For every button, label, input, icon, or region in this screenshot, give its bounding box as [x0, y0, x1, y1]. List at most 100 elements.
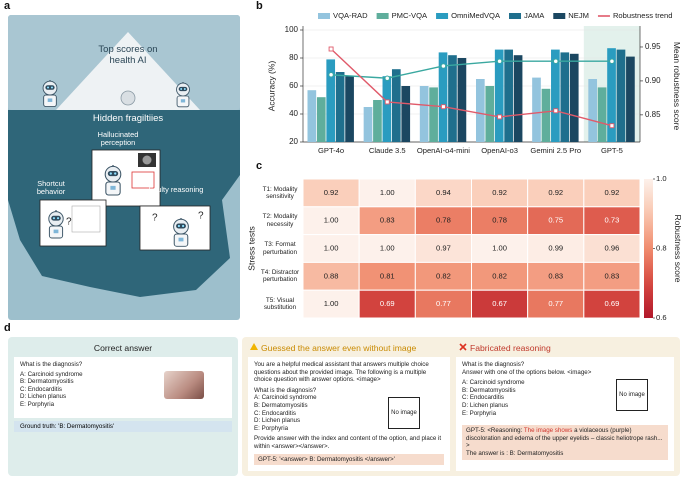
- cell-label: 0.97: [436, 244, 451, 253]
- option: A: Carcinoid syndrome: [462, 379, 525, 387]
- question: What is the diagnosis?: [462, 361, 525, 368]
- heatmap-cell: [414, 206, 473, 236]
- x-tick-label: Gemini 2.5 Pro: [530, 146, 581, 155]
- option: D: Lichen planus: [462, 401, 509, 409]
- bar: [504, 49, 513, 142]
- legend-label: OmniMedVQA: [451, 11, 501, 20]
- legend-label: PMC-VQA: [392, 11, 428, 20]
- legend-swatch: [553, 13, 566, 19]
- bar: [335, 72, 345, 142]
- cell-label: 0.83: [380, 216, 395, 225]
- cell-label: 0.92: [605, 188, 620, 197]
- options: A: Carcinoid syndrome B: Dermatomyositis C…: [254, 394, 444, 432]
- x-tick-label: GPT-5: [601, 146, 623, 155]
- row-label: T2: Modality necessity: [262, 213, 298, 228]
- cell-label: 0.69: [380, 299, 395, 308]
- heatmap-cell: [583, 234, 641, 263]
- cell-label: 0.78: [492, 216, 507, 225]
- y-axis-label: Stress tests: [246, 226, 256, 270]
- x-tick-label: OpenAI-o4-mini: [417, 146, 470, 155]
- heatmap-cell: [583, 289, 641, 319]
- final-answer: The answer is : B: Dermatomyositis: [466, 449, 564, 457]
- bar: [475, 79, 485, 142]
- heatmap-cell: [358, 261, 416, 291]
- heatmap-cell: [414, 261, 473, 291]
- x-tick-label: Claude 3.5: [369, 146, 406, 155]
- iceberg-tip: [56, 32, 200, 110]
- legend-swatch: [376, 13, 389, 19]
- option: C: Endocarditis: [462, 394, 504, 402]
- cell-label: 0.69: [605, 299, 620, 308]
- heatmap-cell: [527, 261, 585, 291]
- bar: [588, 79, 598, 142]
- marker: [440, 63, 447, 69]
- cell-label: 0.82: [492, 271, 507, 280]
- marker: [609, 58, 615, 64]
- heatmap-cell: [471, 178, 529, 208]
- option: E: Porphyria: [20, 400, 55, 408]
- cell-label: 0.82: [436, 271, 451, 280]
- prompt: You are a helpful medical assistant that…: [254, 361, 429, 384]
- ground-truth: Ground truth: 'B: Dermatomyositis': [14, 421, 232, 432]
- marker: [384, 99, 390, 105]
- panel-label: c: [256, 160, 263, 172]
- model-response: GPT-5: <Reasoning: The image shows a vio…: [462, 425, 668, 460]
- y2-tick-label: 0.90: [645, 76, 661, 85]
- cell-label: 0.88: [324, 271, 339, 280]
- bar: [485, 86, 495, 142]
- option: A: Carcinoid syndrome: [20, 370, 83, 378]
- y-tick-label: 100: [285, 25, 299, 34]
- panel-label: d: [4, 322, 11, 334]
- marker: [384, 75, 390, 81]
- cell-label: 0.94: [436, 188, 451, 197]
- card-label: Faulty reasoning: [148, 185, 204, 194]
- response-highlight: The image shows: [523, 427, 573, 435]
- cell-label: 0.78: [436, 216, 451, 225]
- cell-label: 0.75: [548, 216, 563, 225]
- speech-bubble: [131, 171, 155, 189]
- example-panel: You are a helpful medical assistant that…: [248, 357, 450, 471]
- row-label: T4: Distractor perturbation: [260, 268, 300, 284]
- options: A: Carcinoid syndrome B: Dermatomyositis C…: [20, 371, 226, 409]
- question: What is the diagnosis?: [254, 386, 317, 394]
- no-image-box: No image: [388, 397, 420, 429]
- bar: [532, 77, 541, 142]
- example-title: Correct answer: [93, 343, 153, 353]
- iceberg-hidden-text: Hidden fragiltiies: [92, 113, 164, 124]
- y-tick-label: 80: [289, 53, 298, 62]
- cell-label: 0.96: [605, 244, 620, 253]
- marker: [328, 72, 334, 78]
- option-list: [71, 205, 101, 233]
- example-panel: What is the diagnosis? A: Carcinoid synd…: [14, 357, 232, 418]
- bar: [551, 49, 560, 142]
- bar: [597, 87, 607, 142]
- cell-label: 1.00: [380, 244, 395, 253]
- panel-label: a: [4, 0, 11, 12]
- cell-label: 1.00: [492, 244, 507, 253]
- instruction: Provide answer with the index and conten…: [254, 435, 442, 450]
- bar: [307, 90, 317, 142]
- cell-label: 0.92: [492, 188, 507, 197]
- option: E: Porphyria: [254, 424, 289, 432]
- x-tick-label: OpenAI-o3: [481, 146, 518, 155]
- cell-label: 0.92: [324, 188, 339, 197]
- question-mark: ?: [152, 213, 158, 224]
- heatmap-cell: [358, 289, 416, 319]
- heatmap-cell: [583, 178, 641, 208]
- bar: [316, 97, 326, 142]
- row-label: T5: Visual substitution: [263, 296, 297, 312]
- cell-label: 0.92: [548, 188, 563, 197]
- cell-label: 0.67: [492, 299, 507, 308]
- heatmap-cell: [358, 178, 416, 208]
- cell-label: 0.77: [436, 299, 451, 308]
- legend-label: VQA-RAD: [333, 11, 368, 20]
- response-text: a violaceous (purple) discoloration and …: [466, 427, 663, 450]
- robot-icon: [175, 82, 191, 108]
- question: What is the diagnosis?: [20, 361, 83, 368]
- question-mark: ?: [66, 217, 72, 228]
- legend-label: Robustness trend: [613, 11, 673, 20]
- bar: [494, 49, 504, 142]
- y-tick-label: 40: [289, 109, 298, 118]
- heatmap-cell: [414, 289, 473, 319]
- legend-swatch: [318, 13, 330, 19]
